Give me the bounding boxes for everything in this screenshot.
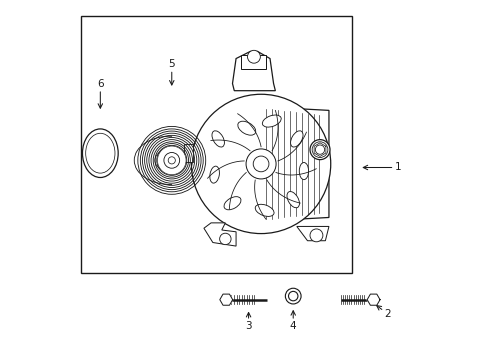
Polygon shape <box>297 226 329 241</box>
Circle shape <box>316 145 325 154</box>
Polygon shape <box>367 294 380 305</box>
Circle shape <box>312 142 328 157</box>
Circle shape <box>192 94 331 234</box>
Bar <box>242 55 267 68</box>
Polygon shape <box>204 223 236 246</box>
Text: 1: 1 <box>363 162 402 172</box>
Circle shape <box>289 291 298 301</box>
Text: 3: 3 <box>245 312 252 332</box>
Circle shape <box>157 146 186 175</box>
Circle shape <box>253 156 269 172</box>
Polygon shape <box>263 107 329 221</box>
Circle shape <box>220 233 231 245</box>
Ellipse shape <box>255 204 274 216</box>
Circle shape <box>310 140 330 159</box>
Text: 5: 5 <box>169 59 175 85</box>
Polygon shape <box>220 294 233 305</box>
Circle shape <box>164 153 180 168</box>
Bar <box>184 144 193 162</box>
Ellipse shape <box>210 166 220 183</box>
Ellipse shape <box>262 115 281 127</box>
Circle shape <box>285 288 301 304</box>
Bar <box>81 16 352 273</box>
Ellipse shape <box>287 192 299 208</box>
Ellipse shape <box>212 131 224 147</box>
Ellipse shape <box>291 131 303 147</box>
Ellipse shape <box>299 162 309 180</box>
Circle shape <box>246 149 276 179</box>
Circle shape <box>310 229 323 242</box>
Circle shape <box>168 157 175 164</box>
Ellipse shape <box>82 129 118 177</box>
Ellipse shape <box>238 121 256 135</box>
Polygon shape <box>232 51 275 91</box>
Text: 4: 4 <box>290 311 296 332</box>
Text: 2: 2 <box>377 306 391 319</box>
Ellipse shape <box>224 197 241 210</box>
Text: 6: 6 <box>97 78 104 108</box>
Circle shape <box>247 50 260 63</box>
